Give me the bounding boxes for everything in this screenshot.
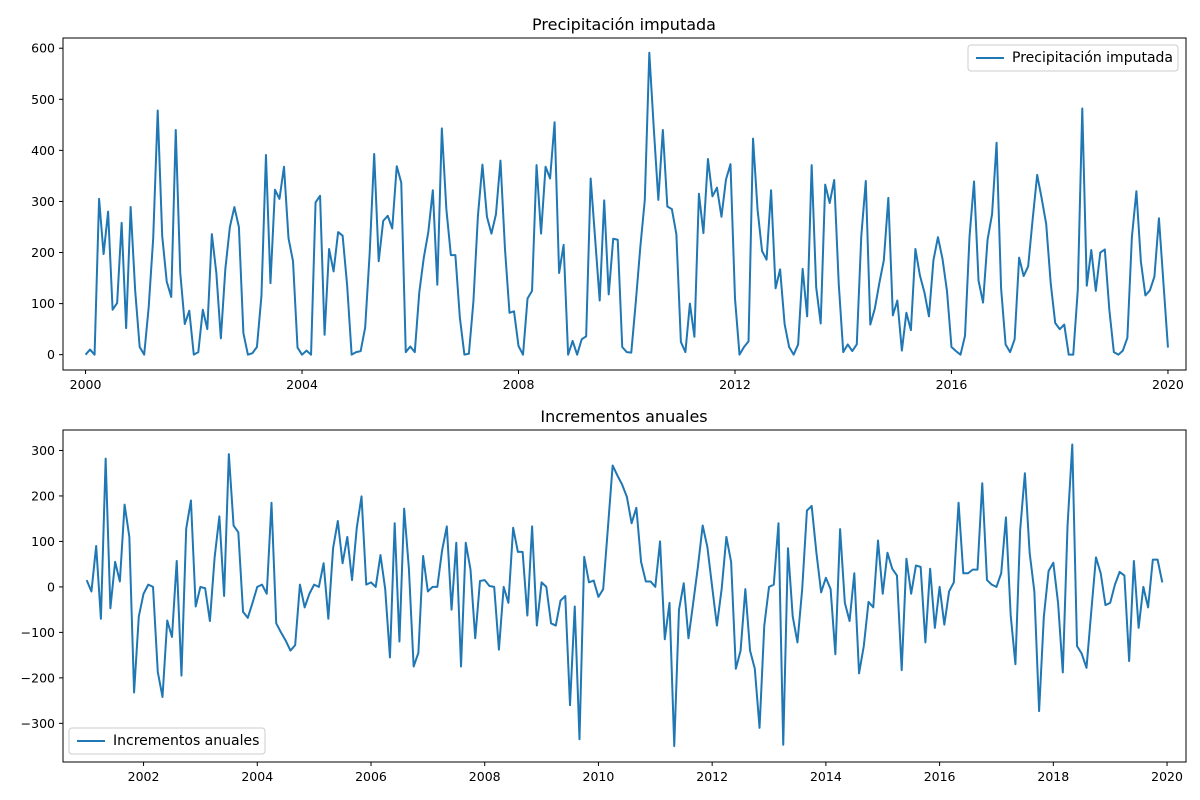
- y-tick-label: −100: [21, 625, 55, 640]
- chart-panel-precipitation: Precipitación imputada 0 100 200 300 400 500 6…: [31, 15, 1187, 392]
- legend-label: Incrementos anuales: [113, 733, 259, 749]
- series-line-precipitation: [84, 51, 1169, 356]
- x-tick-label: 2006: [355, 769, 387, 784]
- legend-box: [967, 44, 1179, 72]
- x-tick-label: 2008: [469, 769, 501, 784]
- x-tick-label: 2012: [696, 769, 728, 784]
- y-tick-label: 400: [31, 143, 55, 158]
- y-tick-label: 200: [31, 488, 55, 503]
- legend-label: Precipitación imputada: [1012, 50, 1173, 66]
- plot-frame-increments: [62, 429, 1187, 763]
- y-tick-label: 100: [31, 534, 55, 549]
- y-tick-label: 500: [31, 92, 55, 107]
- chart-title-precipitation: Precipitación imputada: [532, 15, 716, 34]
- x-tick-label: 2020: [1152, 377, 1184, 392]
- legend-box: [68, 727, 266, 755]
- legend-precipitation: Precipitación imputada: [967, 44, 1179, 72]
- x-tick-label: 2008: [503, 377, 535, 392]
- y-tick-label: 300: [31, 194, 55, 209]
- x-axis-increments: 2002 2004 2006 2008 2010 2012 2014 2016 2018 2020: [128, 762, 1183, 784]
- y-tick-label: −200: [21, 670, 55, 685]
- x-tick-label: 2010: [583, 769, 615, 784]
- x-tick-label: 2012: [719, 377, 751, 392]
- chart-title-increments: Incrementos anuales: [540, 407, 707, 426]
- x-tick-label: 2002: [128, 769, 160, 784]
- y-tick-label: 0: [47, 347, 55, 362]
- series-line-increments: [85, 443, 1164, 748]
- x-tick-label: 2000: [70, 377, 102, 392]
- x-tick-label: 2004: [241, 769, 273, 784]
- x-tick-label: 2014: [810, 769, 842, 784]
- plot-frame-precipitation: [62, 37, 1187, 371]
- y-axis-precipitation: 0 100 200 300 400 500 600: [31, 41, 63, 362]
- y-axis-increments: −300 −200 −100 0 100 200 300: [21, 443, 63, 731]
- legend-increments: Incrementos anuales: [68, 727, 266, 755]
- x-tick-label: 2004: [286, 377, 318, 392]
- y-tick-label: 300: [31, 443, 55, 458]
- x-tick-label: 2016: [924, 769, 956, 784]
- x-axis-precipitation: 2000 2004 2008 2012 2016 2020: [70, 370, 1184, 392]
- y-tick-label: 0: [47, 579, 55, 594]
- x-tick-label: 2018: [1037, 769, 1069, 784]
- y-tick-label: 600: [31, 41, 55, 56]
- chart-panel-increments: Incrementos anuales −300 −200 −100 0 100 200 3…: [21, 407, 1187, 784]
- x-tick-label: 2020: [1151, 769, 1183, 784]
- y-tick-label: −300: [21, 716, 55, 731]
- x-tick-label: 2016: [936, 377, 968, 392]
- y-tick-label: 200: [31, 245, 55, 260]
- y-tick-label: 100: [31, 296, 55, 311]
